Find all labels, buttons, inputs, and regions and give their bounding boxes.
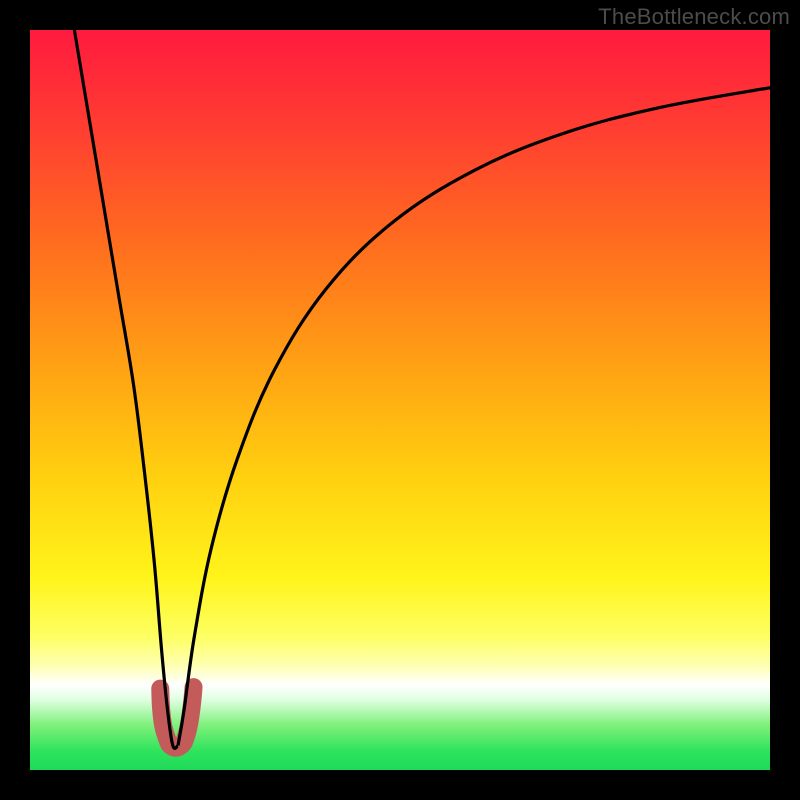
plot-area xyxy=(30,30,770,770)
curve-right xyxy=(178,88,770,746)
curve-layer xyxy=(30,30,770,770)
chart-container: TheBottleneck.com xyxy=(0,0,800,800)
curve-left xyxy=(74,30,178,748)
watermark-text: TheBottleneck.com xyxy=(598,4,790,30)
